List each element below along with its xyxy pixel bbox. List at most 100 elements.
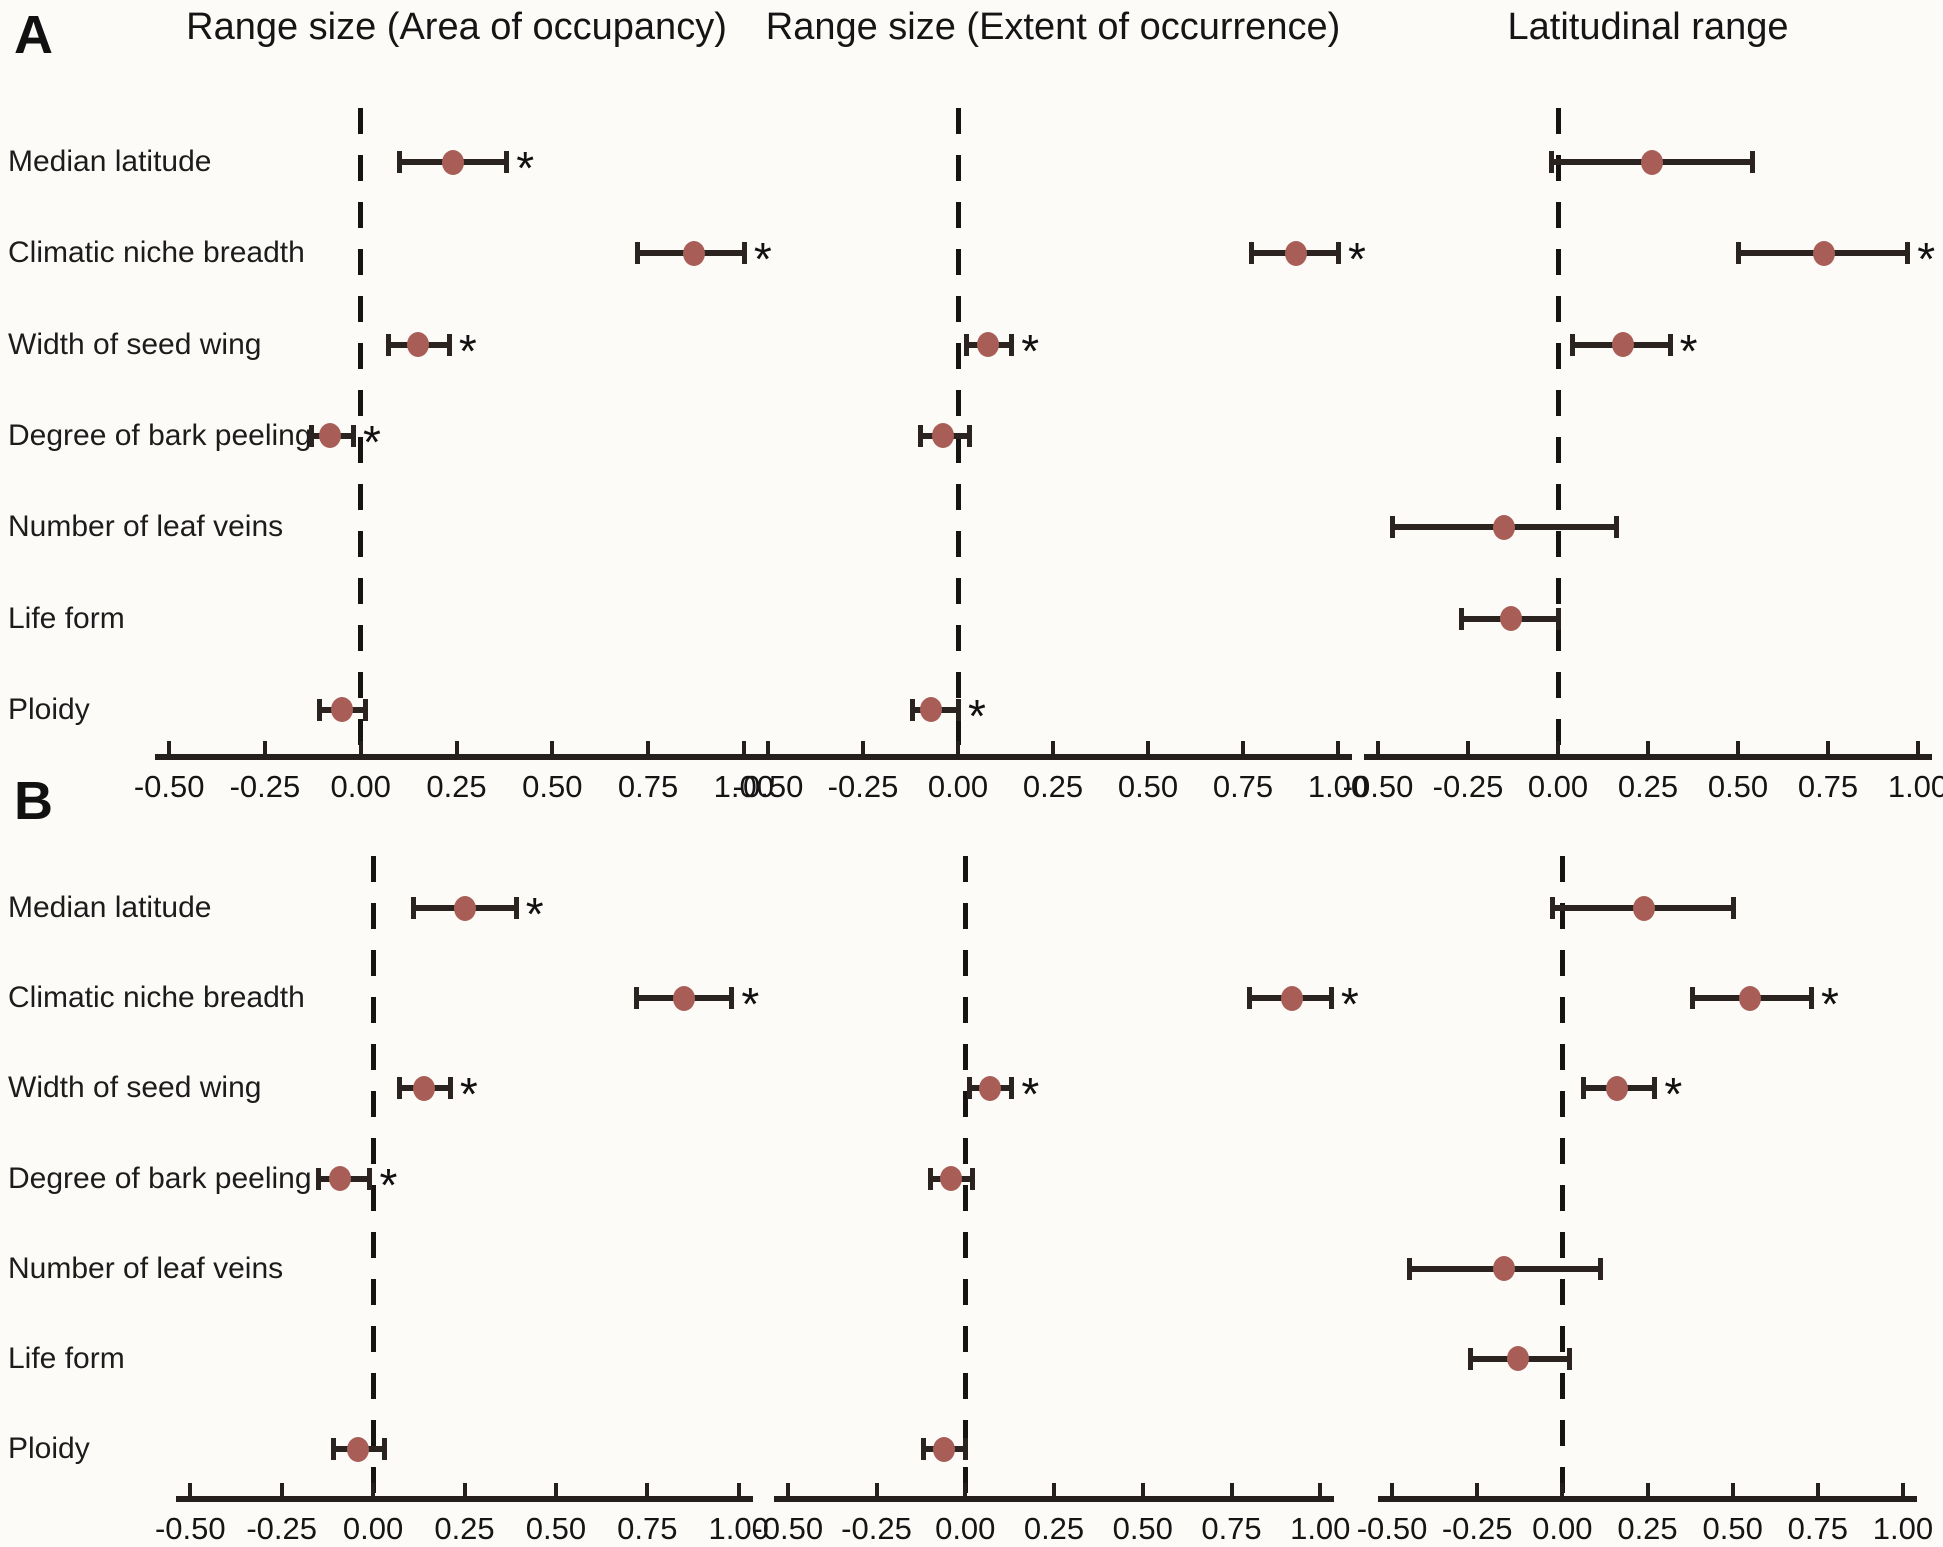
ci-cap-left <box>963 333 969 356</box>
x-axis-tick <box>736 1483 741 1499</box>
estimate-point <box>931 423 954 449</box>
x-axis-tick-label: -0.25 <box>1432 769 1504 804</box>
x-axis-tick-label: 1.00 <box>1887 769 1943 804</box>
estimate-point <box>319 423 342 449</box>
significance-asterisk: * <box>1664 1068 1683 1121</box>
category-label: Climatic niche breadth <box>8 981 305 1015</box>
ci-cap-right <box>956 698 961 721</box>
x-axis-tick-label: 0.50 <box>1702 1511 1763 1546</box>
ci-cap-left <box>634 987 640 1010</box>
x-axis-tick <box>1376 741 1380 757</box>
ci-cap-left <box>1248 242 1254 265</box>
x-axis-tick <box>1318 1483 1323 1499</box>
ci-cap-left <box>1458 607 1464 630</box>
ci-cap-left <box>918 424 923 447</box>
ci-cap-left <box>1468 1347 1474 1370</box>
ci-cap-left <box>316 698 322 721</box>
x-axis-tick-label: 0.50 <box>1707 769 1769 804</box>
x-axis-tick <box>1560 1483 1565 1499</box>
significance-asterisk: * <box>363 415 381 468</box>
x-axis-tick <box>1140 1483 1145 1499</box>
estimate-point <box>1493 514 1515 540</box>
x-axis-tick <box>550 741 555 757</box>
category-label: Number of leaf veins <box>8 510 284 544</box>
x-axis-tick-label: 0.50 <box>1117 769 1179 804</box>
x-axis-tick-label: 0.00 <box>342 1511 404 1546</box>
estimate-point <box>407 332 430 358</box>
significance-asterisk: * <box>1021 1068 1040 1121</box>
x-axis-tick-label: -0.25 <box>246 1511 318 1546</box>
x-axis-tick <box>1916 741 1920 757</box>
x-axis-tick-label: -0.25 <box>229 769 301 804</box>
ci-cap-right <box>382 1438 388 1461</box>
x-axis <box>1364 754 1932 760</box>
x-axis-tick-label: -0.50 <box>732 769 804 804</box>
ci-cap-right <box>1567 1347 1573 1370</box>
x-axis-tick <box>741 741 746 757</box>
ci-cap-right <box>362 698 368 721</box>
x-axis-tick <box>785 1483 790 1499</box>
ci-cap-left <box>966 1077 972 1100</box>
ci-cap-right <box>351 424 357 447</box>
estimate-point <box>1507 1346 1530 1372</box>
x-axis-tick-label: 0.00 <box>1532 1511 1593 1546</box>
significance-asterisk: * <box>459 1068 478 1121</box>
x-axis-tick <box>358 741 363 757</box>
category-label: Life form <box>8 601 125 635</box>
x-axis-tick-label: -0.50 <box>1356 1511 1428 1546</box>
category-label: Median latitude <box>8 891 212 924</box>
estimate-point <box>329 1166 352 1191</box>
ci-cap-right <box>1730 897 1736 919</box>
x-axis-tick-label: 0.75 <box>1797 769 1859 804</box>
x-axis-tick-label: 0.25 <box>434 1511 495 1546</box>
x-axis-tick <box>279 1483 284 1499</box>
x-axis-tick-label: 1.00 <box>1872 1511 1934 1546</box>
ci-cap-right <box>446 333 452 356</box>
x-axis-tick <box>1229 1483 1234 1499</box>
ci-cap-left <box>1736 242 1741 265</box>
estimate-point <box>347 1436 370 1462</box>
zero-reference-line <box>1559 856 1565 1499</box>
category-label: Ploidy <box>8 692 90 726</box>
x-axis-tick-label: 1.00 <box>1290 1511 1351 1546</box>
ci-cap-right <box>963 1438 969 1461</box>
x-axis-tick-label: 0.25 <box>426 769 487 804</box>
ci-cap-left <box>1548 151 1554 173</box>
estimate-point <box>932 1436 955 1462</box>
x-axis-tick <box>1730 1483 1735 1499</box>
x-axis-tick <box>963 1483 968 1499</box>
ci-cap-left <box>397 151 403 173</box>
x-axis-tick-label: -0.50 <box>133 769 205 804</box>
x-axis <box>176 1496 753 1502</box>
x-axis-tick <box>1466 741 1470 757</box>
x-axis-tick <box>262 741 267 757</box>
significance-asterisk: * <box>1348 233 1366 286</box>
significance-asterisk: * <box>1821 978 1839 1031</box>
significance-asterisk: * <box>968 689 986 742</box>
x-axis-tick-label: 0.25 <box>1617 1511 1678 1546</box>
significance-asterisk: * <box>753 233 772 286</box>
x-axis-tick-label: 1.00 <box>713 769 775 804</box>
ci-cap-right <box>1652 1077 1658 1100</box>
category-label: Width of seed wing <box>8 1071 262 1105</box>
x-axis-tick-label: 1.00 <box>708 1511 769 1546</box>
x-axis-tick-label: 0.75 <box>617 769 679 804</box>
x-axis-tick <box>1390 1483 1395 1499</box>
x-axis-tick-label: 0.25 <box>1617 769 1679 804</box>
ci-cap-left <box>330 1438 336 1461</box>
category-label: Degree of bark peeling <box>8 418 312 452</box>
ci-cap-right <box>1009 1077 1015 1100</box>
x-axis-tick-label: 0.25 <box>1023 1511 1085 1546</box>
estimate-point <box>979 1075 1002 1101</box>
ci-cap-left <box>920 1438 926 1461</box>
zero-reference-line <box>358 108 364 757</box>
ci-cap-left <box>1407 1257 1413 1280</box>
significance-asterisk: * <box>1340 978 1359 1031</box>
x-axis-tick-label: 0.00 <box>330 769 391 804</box>
ci-cap-right <box>504 151 510 173</box>
x-axis-tick <box>646 741 651 757</box>
category-label: Number of leaf veins <box>8 1251 284 1285</box>
x-axis-tick <box>645 1483 650 1499</box>
x-axis-tick <box>1900 1483 1905 1499</box>
x-axis-tick <box>1336 741 1340 757</box>
